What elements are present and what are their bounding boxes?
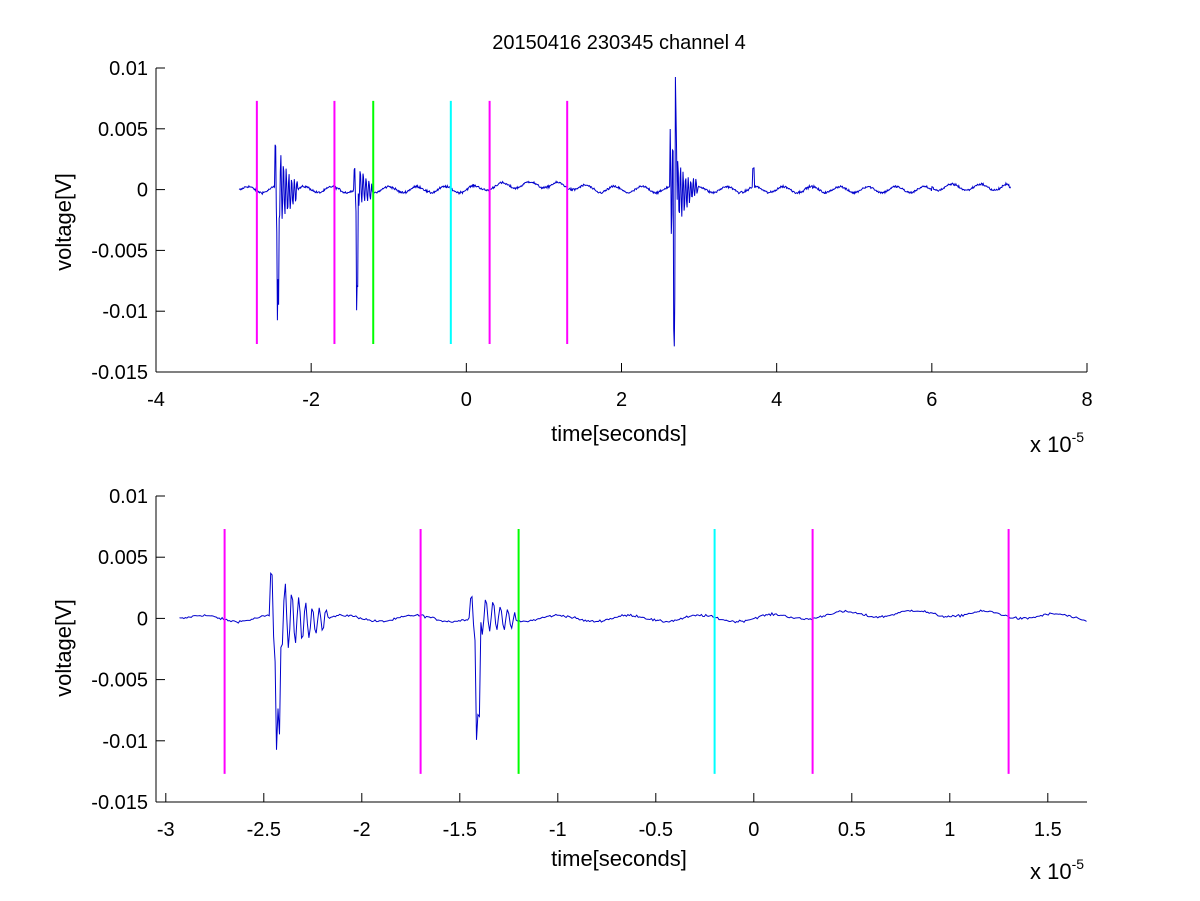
bottom-voltage-trace [179, 572, 1087, 750]
bottom-x-tick-label: -0.5 [639, 819, 673, 841]
bottom-x-multiplier: x 10-5 [1030, 856, 1084, 884]
bottom-x-tick-label: -2.5 [247, 819, 281, 841]
top-y-tick-label: 0.005 [98, 119, 148, 141]
top-y-tick-label: 0 [137, 180, 148, 202]
top-x-axis-label: time[seconds] [551, 421, 687, 446]
top-voltage-trace [238, 76, 1012, 347]
top-x-multiplier: x 10-5 [1030, 429, 1084, 457]
bottom-x-tick-label: -1.5 [443, 819, 477, 841]
top-y-tick-label: -0.005 [91, 240, 148, 262]
top-y-tick-label: -0.01 [102, 301, 148, 323]
top-x-tick-label: 4 [771, 389, 782, 411]
bottom-y-tick-label: -0.005 [91, 670, 148, 692]
bottom-x-multiplier-base: x 10 [1030, 859, 1072, 884]
top-y-axis-label: voltage[V] [51, 173, 76, 271]
bottom-x-tick-label: 0.5 [838, 819, 866, 841]
bottom-x-tick-label: -3 [157, 819, 175, 841]
top-y-tick-label: -0.015 [91, 362, 148, 384]
top-x-tick-label: 0 [461, 389, 472, 411]
bottom-y-tick-label: -0.01 [102, 731, 148, 753]
bottom-x-tick-label: -2 [353, 819, 371, 841]
top-panel: time[seconds] voltage[V] x 10-5 -0.015 -0… [51, 58, 1093, 457]
top-x-multiplier-base: x 10 [1030, 432, 1072, 457]
bottom-x-multiplier-exponent: -5 [1072, 856, 1085, 872]
bottom-x-tick-label: 1.5 [1034, 819, 1062, 841]
top-x-tick-label: -2 [302, 389, 320, 411]
bottom-x-tick-label: 0 [748, 819, 759, 841]
top-x-tick-label: 6 [926, 389, 937, 411]
top-x-tick-label: 2 [616, 389, 627, 411]
top-y-tick-label: 0.01 [109, 58, 148, 80]
bottom-x-axis-label: time[seconds] [551, 846, 687, 871]
chart-title: 20150416 230345 channel 4 [492, 32, 746, 54]
bottom-y-tick-label: 0.01 [109, 486, 148, 508]
bottom-x-tick-label: -1 [549, 819, 567, 841]
bottom-y-tick-label: 0.005 [98, 547, 148, 569]
top-x-tick-label: 8 [1081, 389, 1092, 411]
bottom-x-tick-label: 1 [944, 819, 955, 841]
top-x-tick-label: -4 [147, 389, 165, 411]
bottom-y-tick-label: -0.015 [91, 792, 148, 814]
top-x-multiplier-exponent: -5 [1072, 429, 1085, 445]
bottom-y-tick-label: 0 [137, 608, 148, 630]
bottom-y-axis-label: voltage[V] [51, 599, 76, 697]
bottom-panel: time[seconds] voltage[V] x 10-5 -0.015 -0… [51, 486, 1087, 884]
